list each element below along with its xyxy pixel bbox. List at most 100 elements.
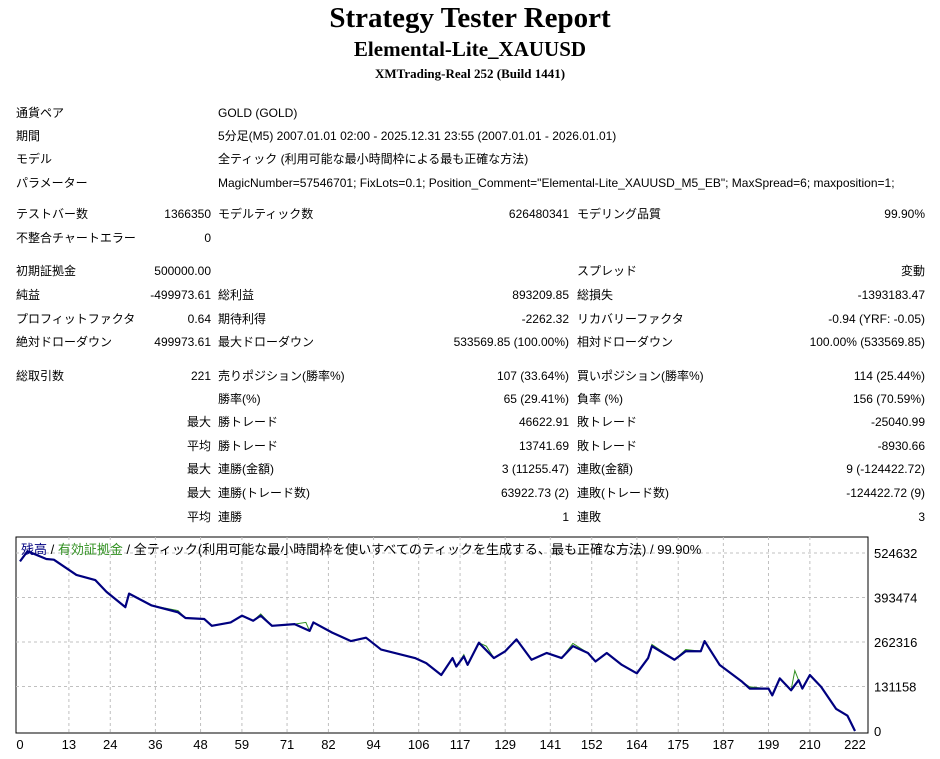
stat-label: テストバー数 [16, 207, 89, 221]
info-row: 通貨ペア GOLD (GOLD) [0, 104, 940, 122]
stats-row: テストバー数 1366350 モデルティック数 626480341 モデリング品質 99.… [0, 205, 940, 223]
info-value: 5分足(M5) 2007.01.01 02:00 - 2025.12.31 23… [218, 129, 617, 143]
stat-label: 敗トレード [577, 439, 638, 453]
info-label: 期間 [16, 129, 41, 143]
stat-value: 9 (-124422.72) [846, 462, 925, 476]
stat-value: 1 [562, 510, 569, 524]
stats-row: 連勝(金額) 3 (11255.47) 連敗(金額) 9 (-124422.72) 最大 [0, 460, 940, 478]
x-tick-label: 94 [366, 737, 380, 752]
stat-label: 純益 [16, 288, 41, 302]
x-tick-label: 129 [494, 737, 516, 752]
stat-value: 1366350 [164, 207, 211, 221]
x-tick-label: 106 [408, 737, 430, 752]
info-label: パラメーター [16, 176, 88, 190]
balance-chart: 0 13 24 36 48 59 71 82 94 106 117 129 141 152 164 175 18… [15, 536, 917, 752]
stat-label: 最大ドローダウン [218, 335, 315, 349]
stats-row: 勝トレード 13741.69 敗トレード -8930.66 平均 [0, 437, 940, 455]
stat-value: 100.00% (533569.85) [809, 335, 925, 349]
stat-label: 勝率(%) [218, 392, 261, 406]
stat-value: 65 (29.41%) [503, 392, 569, 406]
stats-row: 連勝(トレード数) 63922.73 (2) 連敗(トレード数) -124422.72… [0, 484, 940, 502]
stat-value: 63922.73 (2) [500, 486, 569, 500]
info-value: MagicNumber=57546701; FixLots=0.1; Posit… [218, 176, 895, 190]
stat-value: 3 (11255.47) [501, 462, 569, 476]
stat-value: -1393183.47 [857, 288, 925, 302]
stat-label: 絶対ドローダウン [16, 335, 113, 349]
chart-legend: 残高 / 有効証拠金 / 全ティック(利用可能な最小時間枠を使いすべてのティック… [21, 539, 701, 558]
stat-value: 0 [204, 231, 211, 245]
x-tick-label: 48 [193, 737, 207, 752]
stat-label: モデリング品質 [577, 207, 662, 221]
stat-label: 連勝 [218, 510, 243, 524]
stat-label: リカバリーファクタ [577, 312, 684, 326]
x-tick-label: 152 [581, 737, 603, 752]
stat-value: 893209.85 [512, 288, 569, 302]
stat-value: -124422.72 (9) [846, 486, 925, 500]
stat-value: 0.64 [187, 312, 211, 326]
stat-label: 売りポジション(勝率%) [218, 369, 345, 383]
stat-value: 46622.91 [518, 415, 569, 429]
x-tick-label: 59 [235, 737, 249, 752]
y-tick-label: 131158 [874, 680, 916, 695]
stat-label: 勝トレード [218, 439, 279, 453]
x-tick-label: 82 [321, 737, 335, 752]
stats-row: 勝トレード 46622.91 敗トレード -25040.99 最大 [0, 413, 940, 431]
legend-separator: / [47, 542, 58, 557]
stat-label: 総取引数 [16, 369, 65, 383]
stat-label: 負率 (%) [577, 392, 623, 406]
stat-prefix: 最大 [186, 462, 211, 476]
stat-value: 221 [190, 369, 211, 383]
stats-row: 純益 -499973.61 総利益 893209.85 総損失 -1393183.47 [0, 286, 940, 304]
x-tick-label: 141 [539, 737, 561, 752]
x-tick-label: 71 [280, 737, 294, 752]
stats-row: 勝率(%) 65 (29.41%) 負率 (%) 156 (70.59%) [0, 390, 940, 408]
stat-value: 500000.00 [154, 264, 211, 278]
stat-label: 初期証拠金 [16, 264, 77, 278]
stat-label: 連勝(トレード数) [218, 486, 310, 500]
stat-value: -8930.66 [877, 439, 925, 453]
info-value: 全ティック (利用可能な最小時間枠による最も正確な方法) [218, 152, 529, 166]
stats-row: 総取引数 221 売りポジション(勝率%) 107 (33.64%) 買いポジション(勝… [0, 367, 940, 385]
stat-value: 99.90% [884, 207, 925, 221]
x-tick-label: 117 [450, 737, 471, 752]
stat-label: 不整合チャートエラー [16, 231, 136, 245]
stat-label: スプレッド [577, 264, 638, 278]
stat-label: 連敗 [577, 510, 602, 524]
stat-value: 156 (70.59%) [852, 392, 925, 406]
y-tick-label: 262316 [874, 635, 917, 650]
x-tick-label: 13 [62, 737, 76, 752]
stat-prefix: 最大 [186, 486, 211, 500]
info-label: モデル [16, 152, 53, 166]
stats-row: プロフィットファクタ 0.64 期待利得 -2262.32 リカバリーファクタ -0.94… [0, 310, 940, 328]
server-info: XMTrading-Real 252 (Build 1441) [374, 66, 566, 81]
stat-label: 期待利得 [218, 312, 267, 326]
stat-label: 総損失 [577, 288, 614, 302]
stat-value: 3 [918, 510, 925, 524]
stat-label: 敗トレード [577, 415, 638, 429]
x-tick-label: 187 [713, 737, 735, 752]
info-row: モデル 全ティック (利用可能な最小時間枠による最も正確な方法) [0, 150, 940, 168]
stat-label: モデルティック数 [218, 207, 314, 221]
legend-description: / 全ティック(利用可能な最小時間枠を使いすべてのティックを生成する、最も正確な… [122, 542, 702, 557]
plot-area [15, 536, 869, 734]
x-tick-label: 0 [16, 737, 23, 752]
info-row: パラメーター MagicNumber=57546701; FixLots=0.1;… [0, 174, 940, 192]
balance-line [19, 550, 856, 732]
stat-value: 626480341 [508, 207, 569, 221]
stats-row: 連勝 1 連敗 3 平均 [0, 508, 940, 526]
stat-value: 499973.61 [154, 335, 211, 349]
ea-name: Elemental-Lite_XAUUSD [353, 37, 587, 61]
stats-row: 不整合チャートエラー 0 [0, 229, 940, 247]
stat-prefix: 最大 [186, 415, 211, 429]
legend-equity: 有効証拠金 [57, 542, 123, 557]
y-tick-label: 393474 [874, 591, 917, 606]
x-tick-label: 175 [667, 737, 689, 752]
report-title: Strategy Tester Report [329, 2, 611, 34]
x-tick-label: 164 [626, 737, 648, 752]
y-tick-label: 524632 [874, 546, 917, 561]
stat-value: 114 (25.44%) [853, 369, 925, 383]
stat-label: 総利益 [218, 288, 255, 302]
x-tick-label: 24 [103, 737, 117, 752]
stat-value: 533569.85 (100.00%) [453, 335, 569, 349]
stat-label: 相対ドローダウン [577, 335, 674, 349]
